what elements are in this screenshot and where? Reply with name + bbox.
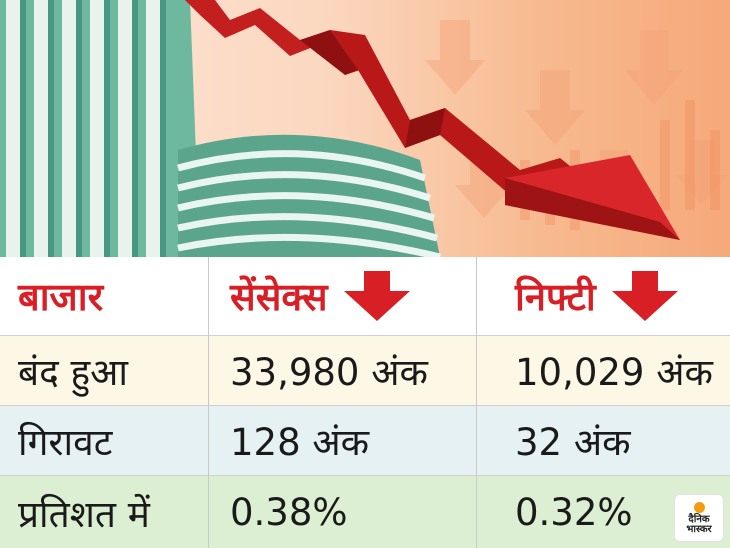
- header-nifty: निफ्टी: [515, 275, 596, 319]
- table-header-row: बाजार सेंसेक्स निफ्टी: [0, 257, 730, 335]
- down-arrow-icon: [343, 271, 410, 321]
- hero-illustration: [0, 0, 730, 257]
- sun-icon: [693, 501, 705, 513]
- sensex-closed-value: 33,980 अंक: [230, 351, 428, 394]
- column-divider: [208, 257, 209, 548]
- nifty-percent-value: 0.32%: [515, 490, 633, 534]
- nifty-closed-value: 10,029 अंक: [515, 351, 713, 394]
- market-summary-table: बाजार सेंसेक्स निफ्टी बंद हुआ 33,980 अंक…: [0, 257, 730, 548]
- sensex-percent-value: 0.38%: [230, 490, 348, 534]
- logo-line-2: भास्कर: [686, 523, 712, 535]
- row-label-fall: गिरावट: [18, 421, 113, 464]
- down-arrow-icon: [611, 271, 678, 321]
- header-market: बाजार: [18, 275, 104, 319]
- table-row: गिरावट 128 अंक 32 अंक: [0, 405, 730, 475]
- row-label-closed: बंद हुआ: [18, 351, 128, 394]
- row-label-percent: प्रतिशत में: [18, 492, 150, 536]
- table-row: बंद हुआ 33,980 अंक 10,029 अंक: [0, 335, 730, 405]
- logo-line-1: दैनिक: [688, 513, 710, 525]
- sensex-fall-value: 128 अंक: [230, 421, 370, 464]
- nifty-fall-value: 32 अंक: [515, 421, 631, 464]
- dainik-bhaskar-logo: दैनिक भास्कर: [674, 494, 724, 542]
- header-sensex: सेंसेक्स: [230, 275, 328, 319]
- table-row: प्रतिशत में 0.38% 0.32%: [0, 475, 730, 548]
- column-divider: [476, 257, 477, 548]
- market-crash-graphic: [0, 0, 728, 257]
